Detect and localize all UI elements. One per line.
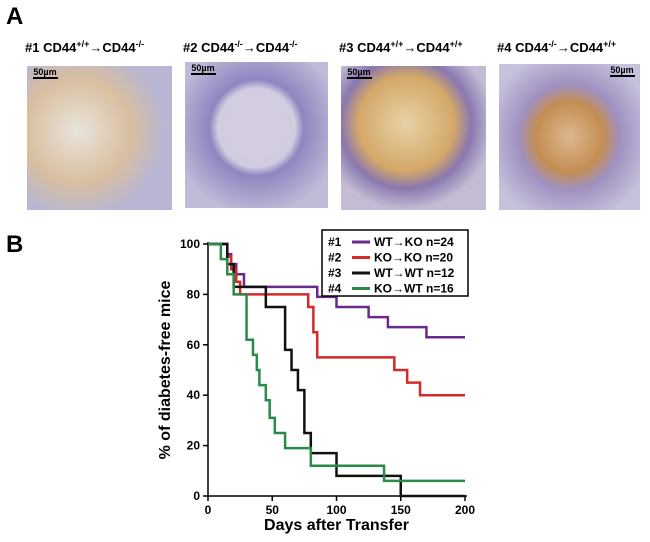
scale-label: 50µm bbox=[347, 67, 370, 77]
title-part: +/+ bbox=[390, 39, 403, 49]
legend-label: KO→WT n=16 bbox=[374, 282, 454, 296]
scale-label: 50µm bbox=[33, 67, 56, 77]
panel-title: #3 CD44+/+→CD44+/+ bbox=[339, 39, 463, 55]
title-part: #4 CD44 bbox=[497, 40, 549, 55]
y-axis-label: % of diabetes-free mice bbox=[157, 281, 174, 460]
panel-label: B bbox=[6, 231, 23, 258]
panel-title: #4 CD44-/-→CD44+/+ bbox=[497, 39, 616, 55]
legend-label: WT→KO n=24 bbox=[374, 235, 454, 249]
title-part: →CD44 bbox=[557, 40, 604, 55]
title-part: →CD44 bbox=[89, 40, 136, 55]
micrograph bbox=[341, 66, 486, 210]
legend-box bbox=[321, 229, 469, 297]
y-tick-label: 0 bbox=[193, 489, 200, 503]
micrograph bbox=[499, 64, 640, 210]
title-part: +/+ bbox=[450, 39, 463, 49]
x-tick-label: 200 bbox=[455, 503, 475, 517]
micrographs bbox=[27, 62, 640, 210]
y-tick-label: 60 bbox=[187, 338, 201, 352]
title-part: +/+ bbox=[603, 39, 616, 49]
x-tick-label: 100 bbox=[326, 503, 346, 517]
micrograph bbox=[27, 66, 172, 210]
title-part: -/- bbox=[548, 39, 557, 49]
y-tick-label: 40 bbox=[187, 388, 201, 402]
micrograph bbox=[185, 62, 328, 208]
legend-id: #1 bbox=[328, 235, 342, 249]
panel-title: #1 CD44+/+→CD44-/- bbox=[25, 39, 144, 55]
y-tick-label: 100 bbox=[180, 237, 200, 251]
title-part: #2 CD44 bbox=[183, 40, 235, 55]
scale-label: 50µm bbox=[191, 63, 214, 73]
title-part: #3 CD44 bbox=[339, 40, 391, 55]
legend-id: #2 bbox=[328, 251, 342, 265]
survival-line bbox=[208, 242, 465, 483]
title-part: #1 CD44 bbox=[25, 40, 77, 55]
legend-label: KO→KO n=20 bbox=[374, 251, 453, 265]
x-tick-label: 0 bbox=[205, 503, 212, 517]
panel-label: A bbox=[6, 3, 23, 30]
title-part: -/- bbox=[234, 39, 243, 49]
x-tick-label: 150 bbox=[391, 503, 411, 517]
title-part: +/+ bbox=[76, 39, 89, 49]
title-part: -/- bbox=[136, 39, 145, 49]
x-axis-label: Days after Transfer bbox=[264, 517, 409, 534]
legend-id: #3 bbox=[328, 266, 342, 280]
title-part: →CD44 bbox=[403, 40, 450, 55]
panel-title: #2 CD44-/-→CD44-/- bbox=[183, 39, 298, 55]
y-tick-label: 20 bbox=[187, 439, 201, 453]
survival-line bbox=[208, 242, 465, 397]
legend-id: #4 bbox=[328, 282, 342, 296]
x-tick-label: 50 bbox=[266, 503, 280, 517]
legend-label: WT→WT n=12 bbox=[374, 266, 455, 280]
title-part: -/- bbox=[289, 39, 298, 49]
scale-label: 50µm bbox=[610, 65, 633, 75]
y-tick-label: 80 bbox=[187, 287, 201, 301]
title-part: →CD44 bbox=[243, 40, 290, 55]
